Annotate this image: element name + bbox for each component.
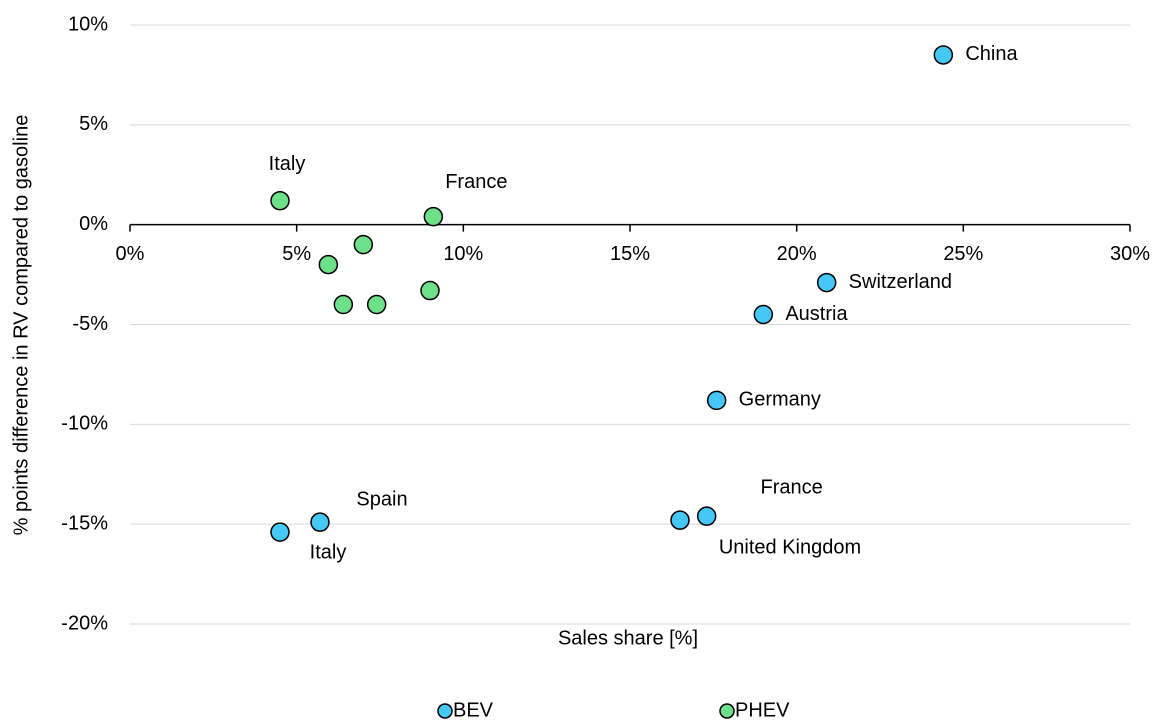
x-tick-label: 0% bbox=[116, 243, 145, 265]
point bbox=[420, 280, 440, 301]
point bbox=[366, 294, 387, 315]
point bbox=[353, 234, 374, 255]
point bbox=[696, 506, 717, 526]
point-label: Spain bbox=[356, 488, 407, 510]
point-label: China bbox=[965, 43, 1018, 65]
y-tick-label: -20% bbox=[61, 612, 108, 634]
x-tick-label: 5% bbox=[282, 243, 311, 265]
y-tick-label: 0% bbox=[79, 213, 108, 235]
point bbox=[270, 522, 290, 542]
point bbox=[753, 304, 774, 325]
y-tick-label: -10% bbox=[61, 413, 108, 435]
y-tick-label: 10% bbox=[68, 13, 108, 35]
y-tick-label: -5% bbox=[72, 313, 108, 335]
y-tick-label: -15% bbox=[61, 512, 108, 534]
point bbox=[333, 294, 354, 315]
y-axis-title: % points difference in RV compared to ga… bbox=[10, 115, 32, 536]
point bbox=[670, 510, 690, 530]
legend-label: BEV bbox=[453, 699, 494, 721]
point-label: France bbox=[761, 476, 823, 498]
point-label: Italy bbox=[269, 153, 306, 175]
point bbox=[270, 190, 290, 211]
point bbox=[933, 45, 954, 65]
x-tick-label: 20% bbox=[777, 243, 817, 265]
point bbox=[706, 390, 727, 411]
legend-marker bbox=[719, 703, 735, 719]
point bbox=[816, 272, 837, 293]
point-label: Germany bbox=[739, 389, 821, 411]
point-label: Switzerland bbox=[849, 271, 952, 293]
legend-label: PHEV bbox=[735, 699, 790, 721]
point-label: Austria bbox=[785, 303, 848, 325]
point bbox=[318, 254, 339, 275]
point bbox=[423, 206, 444, 227]
x-tick-label: 25% bbox=[943, 243, 983, 265]
y-tick-label: 5% bbox=[79, 113, 108, 135]
x-tick-label: 30% bbox=[1110, 243, 1150, 265]
x-tick-label: 15% bbox=[610, 243, 650, 265]
point-label: France bbox=[445, 171, 507, 193]
x-axis-title: Sales share [%] bbox=[558, 627, 698, 649]
legend-marker bbox=[437, 703, 453, 719]
point-label: Italy bbox=[310, 541, 347, 563]
point-label: United Kingdom bbox=[719, 536, 861, 558]
x-tick-label: 10% bbox=[443, 243, 483, 265]
point bbox=[310, 512, 330, 532]
